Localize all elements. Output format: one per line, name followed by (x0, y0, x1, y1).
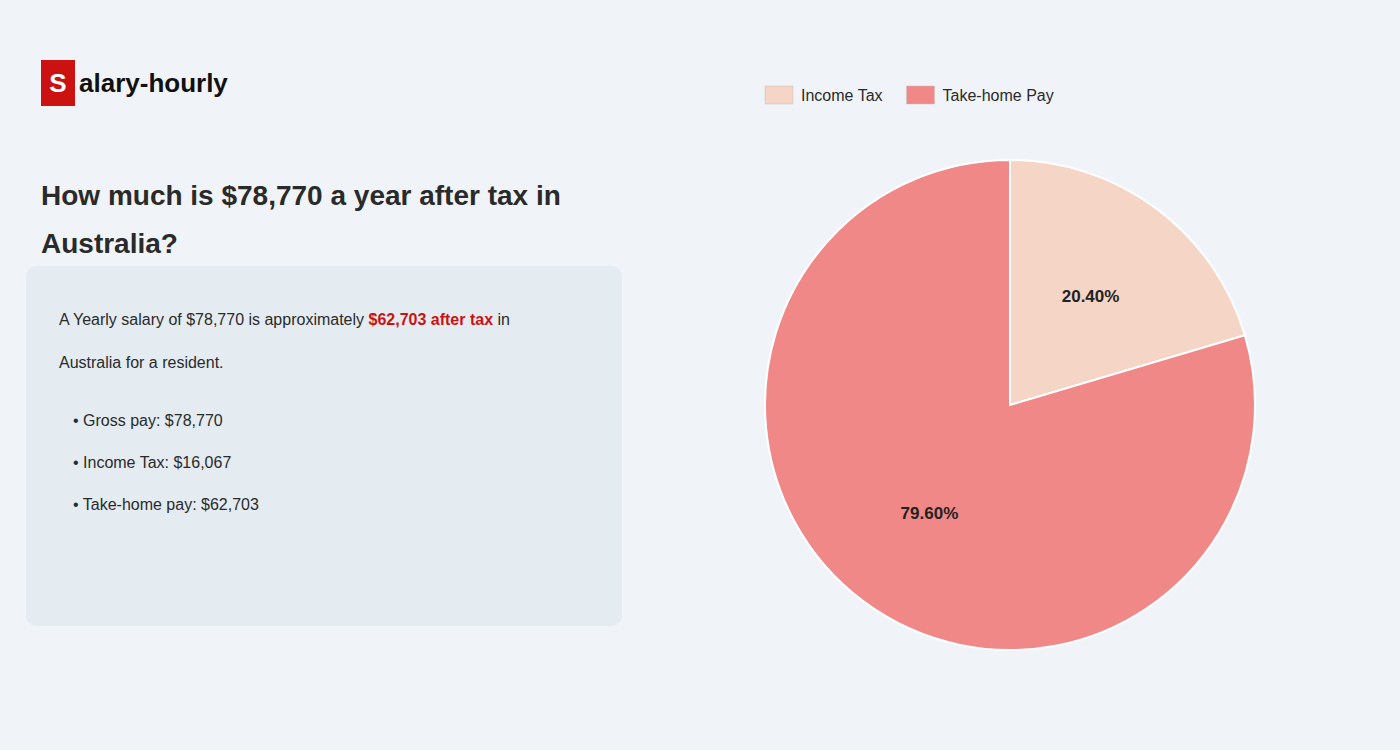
pie (765, 160, 1255, 650)
legend-item: Take-home Pay (907, 86, 1054, 104)
logo-box (41, 60, 75, 106)
legend-label: Take-home Pay (943, 87, 1054, 104)
annotation: Australia for a resident. (59, 354, 224, 371)
annotation: in (493, 311, 510, 328)
annotation: • Gross pay: $78,770 (73, 412, 223, 429)
summary-line: A Yearly salary of $78,770 is approximat… (59, 311, 510, 328)
legend-swatch (765, 86, 793, 104)
annotation: S (49, 68, 66, 98)
data-labels: 20.40% 79.60% (901, 287, 1120, 522)
background (0, 0, 1400, 750)
legend-label: Income Tax (801, 87, 883, 104)
annotation: alary-hourly (79, 68, 228, 98)
chart-root: Salary-hourly How much is $78,770 a year … (0, 0, 1400, 750)
annotation: • Take-home pay: $62,703 (73, 496, 259, 513)
title: Australia? (41, 228, 178, 259)
annotation: • Income Tax: $16,067 (73, 454, 231, 471)
legend-item: Income Tax (765, 86, 883, 104)
annotation: A Yearly salary of $78,770 is approximat… (59, 311, 369, 328)
pie-slice (765, 160, 1255, 650)
data-label: 20.40% (1062, 287, 1120, 306)
info-box (26, 266, 622, 626)
annotation: $62,703 after tax (369, 311, 494, 328)
legend-swatch (907, 86, 935, 104)
title: How much is $78,770 a year after tax in (41, 180, 561, 211)
data-label: 79.60% (901, 504, 959, 523)
legend: Income Tax Take-home Pay (765, 86, 1054, 104)
